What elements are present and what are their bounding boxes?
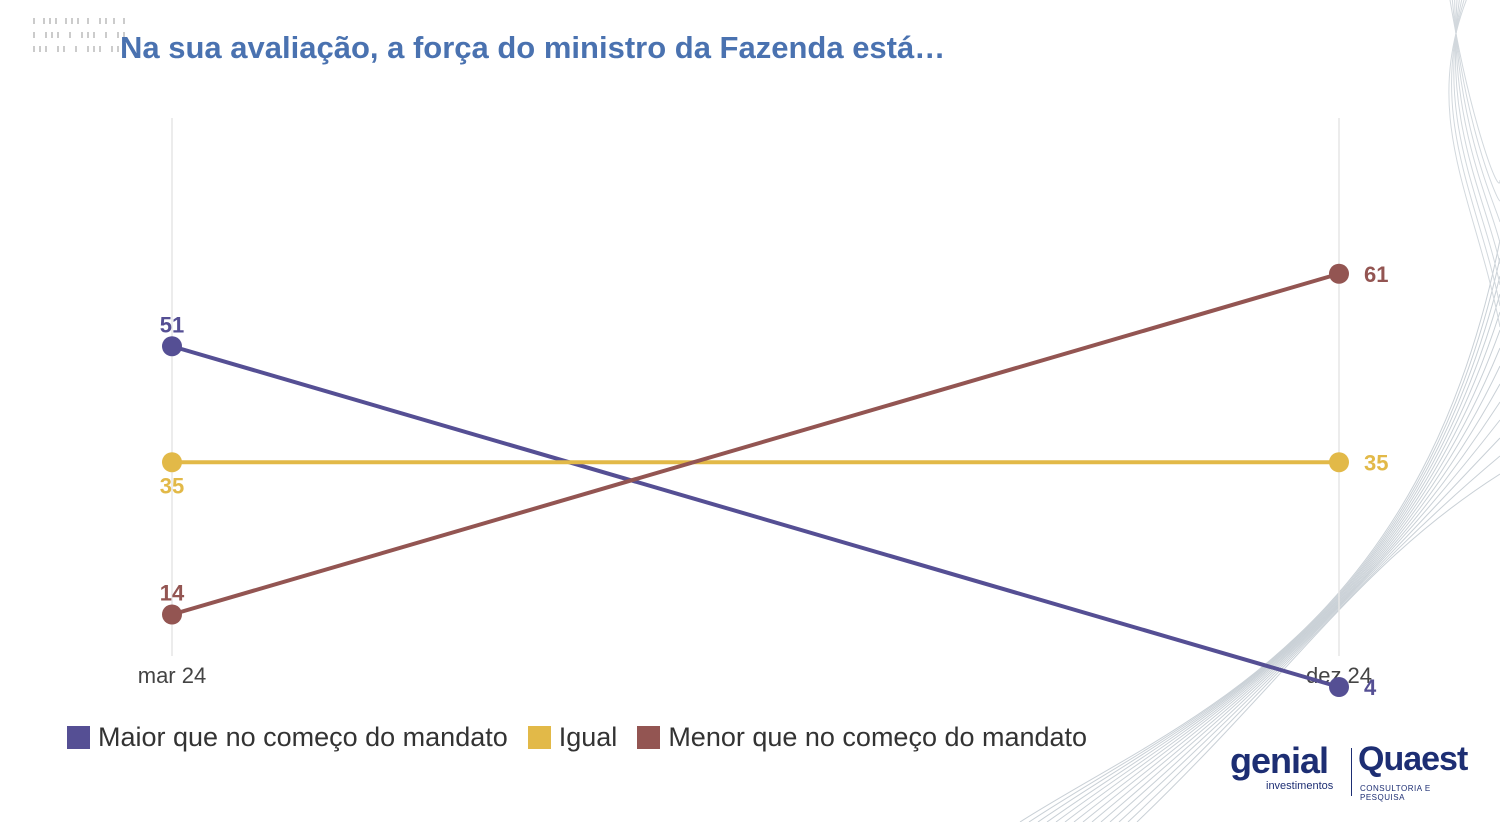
wave-line <box>1073 347 1500 822</box>
data-point <box>162 336 182 357</box>
legend-swatch-menor <box>637 726 661 749</box>
series-line <box>171 271 1340 617</box>
wave-line <box>1100 401 1500 822</box>
data-label: 4 <box>1364 675 1377 700</box>
wave-line <box>1454 0 1500 265</box>
wave-line <box>1064 329 1500 822</box>
data-label: 61 <box>1364 262 1388 287</box>
wave-line <box>1127 455 1500 822</box>
data-point <box>1329 263 1349 284</box>
quaest-logo-text: Quaest <box>1358 740 1468 778</box>
series-line <box>171 344 1340 689</box>
chart-title: Na sua avaliação, a força do ministro da… <box>120 30 946 65</box>
quaest-logo-subtitle: CONSULTORIA E PESQUISA <box>1360 784 1431 802</box>
data-label: 14 <box>160 581 185 606</box>
wave-line <box>1454 0 1500 223</box>
wave-line <box>1037 275 1500 822</box>
legend-item-igual: Igual <box>527 722 618 753</box>
genial-logo: genial investimentos <box>1230 740 1345 796</box>
wave-line <box>1019 239 1500 822</box>
legend-label-menor: Menor que no começo do mandato <box>668 722 1088 752</box>
wave-line <box>1109 419 1500 822</box>
brand-logos: genial investimentos Quaest CONSULTORIA … <box>1230 740 1478 802</box>
data-point <box>162 452 182 473</box>
wave-line <box>1082 365 1500 822</box>
legend-swatch-maior <box>67 726 90 749</box>
x-tick-label: mar 24 <box>138 663 206 688</box>
legend-swatch-igual <box>527 726 551 749</box>
data-point <box>1329 677 1349 697</box>
wave-line <box>1448 0 1500 328</box>
wave-line <box>1118 437 1500 822</box>
data-point <box>1329 452 1349 473</box>
wave-line <box>1455 0 1500 244</box>
wave-line <box>1453 0 1500 286</box>
data-point <box>162 604 182 625</box>
genial-logo-text: genial <box>1230 740 1329 781</box>
wave-line <box>1451 0 1500 202</box>
chart-legend: Maior que no começo do mandato Igual Men… <box>67 722 1107 753</box>
legend-label-maior: Maior que no começo do mandato <box>98 722 508 752</box>
genial-logo-subtitle: investimentos <box>1266 780 1334 792</box>
barcode-decoration <box>33 18 125 52</box>
legend-item-maior: Maior que no começo do mandato <box>67 722 508 753</box>
data-label: 35 <box>160 473 184 498</box>
wave-line <box>1451 0 1500 307</box>
data-label: 35 <box>1364 450 1388 475</box>
wave-line <box>1055 311 1500 822</box>
wave-line <box>1028 257 1500 822</box>
wave-line <box>1091 383 1500 822</box>
logo-divider <box>1351 748 1352 796</box>
legend-item-menor: Menor que no começo do mandato <box>637 722 1087 753</box>
quaest-logo: Quaest CONSULTORIA E PESQUISA <box>1358 740 1478 802</box>
data-label: 51 <box>160 312 184 337</box>
legend-label-igual: Igual <box>558 722 618 752</box>
wave-line <box>1449 0 1500 184</box>
wave-line <box>1046 293 1500 822</box>
wave-line <box>1136 473 1500 822</box>
